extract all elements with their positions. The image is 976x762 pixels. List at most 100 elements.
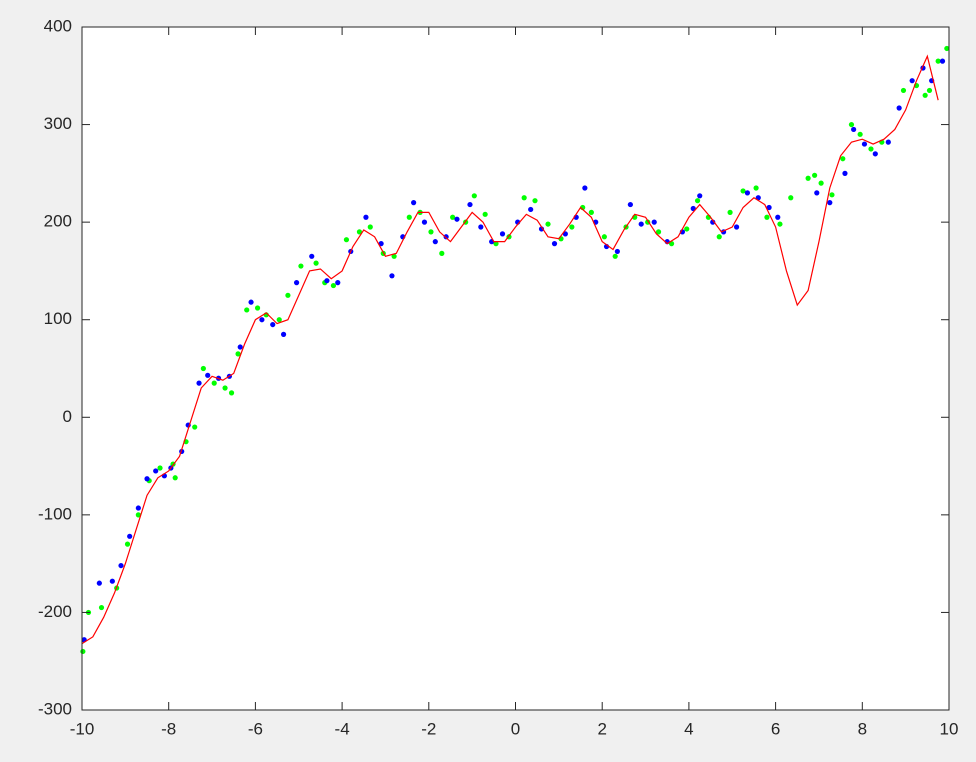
x-tick-label: 6	[771, 719, 780, 738]
data-point	[812, 172, 818, 178]
data-point	[157, 465, 163, 471]
data-point	[744, 190, 751, 196]
data-point	[211, 380, 217, 386]
plot	[80, 45, 950, 655]
data-point	[612, 253, 618, 259]
data-point	[153, 468, 159, 474]
data-point	[270, 321, 276, 328]
data-point	[727, 209, 733, 215]
data-point	[872, 151, 878, 157]
data-point	[235, 351, 241, 357]
plot-area	[82, 27, 949, 710]
data-point	[926, 87, 933, 94]
data-point	[172, 475, 178, 481]
data-point	[343, 237, 350, 243]
data-point	[330, 282, 337, 289]
data-point	[205, 372, 211, 378]
data-point	[228, 390, 235, 396]
data-point	[944, 45, 950, 52]
x-tick-label: 2	[597, 719, 606, 738]
data-point	[309, 253, 315, 259]
data-point	[280, 331, 287, 337]
data-point	[222, 385, 228, 391]
data-point	[655, 229, 662, 235]
data-point	[818, 180, 824, 186]
data-point	[313, 260, 319, 266]
data-point	[551, 241, 558, 247]
data-point	[829, 192, 835, 198]
data-point	[499, 231, 506, 237]
x-tick-label: 8	[858, 719, 867, 738]
data-point	[124, 541, 131, 547]
data-point	[428, 229, 434, 235]
data-point	[378, 241, 384, 247]
data-point	[135, 512, 141, 518]
data-point	[694, 198, 701, 204]
data-point	[851, 126, 857, 133]
data-point	[710, 219, 716, 225]
data-point	[777, 221, 783, 227]
data-point	[638, 221, 644, 227]
data-point	[356, 229, 363, 235]
x-tick-label: -2	[421, 719, 436, 738]
data-point	[200, 365, 206, 372]
data-point	[545, 221, 551, 227]
data-point	[775, 214, 781, 220]
data-point	[684, 226, 690, 232]
data-point	[627, 201, 633, 208]
data-point	[411, 200, 417, 206]
data-point	[922, 92, 928, 98]
x-tick-label: 4	[684, 719, 693, 738]
data-point	[868, 146, 874, 152]
data-point	[471, 193, 477, 199]
data-point	[848, 121, 855, 128]
data-point	[885, 139, 891, 145]
data-point	[482, 211, 488, 217]
fit-line	[81, 54, 939, 645]
data-point	[248, 299, 254, 305]
data-point	[601, 234, 607, 240]
data-point	[788, 195, 794, 201]
data-point	[569, 224, 575, 230]
data-point	[298, 263, 304, 269]
data-point	[389, 273, 395, 279]
data-point	[285, 292, 291, 298]
data-point	[896, 105, 902, 111]
x-tick-label: -6	[248, 719, 263, 738]
data-point	[367, 224, 373, 230]
data-point	[840, 156, 846, 162]
data-point	[582, 185, 588, 191]
data-point	[935, 58, 941, 64]
y-tick-label: 200	[44, 212, 72, 231]
data-point	[939, 58, 946, 64]
data-point	[259, 317, 265, 323]
x-tick-label: -4	[335, 719, 350, 738]
data-point	[842, 170, 848, 176]
data-point	[716, 234, 722, 240]
data-point	[478, 224, 484, 230]
data-point	[80, 648, 86, 655]
data-point	[135, 505, 141, 511]
data-point	[363, 214, 369, 220]
data-point	[324, 278, 330, 284]
x-tick-label: 10	[940, 719, 959, 738]
data-point	[118, 562, 124, 569]
data-point	[493, 241, 499, 247]
data-point	[532, 198, 538, 204]
y-tick-label: -100	[38, 504, 72, 523]
y-tick-label: 300	[44, 114, 72, 133]
y-tick-label: -300	[38, 699, 72, 718]
data-point	[98, 604, 105, 611]
y-tick-label: 100	[44, 309, 72, 328]
data-point	[521, 195, 527, 201]
data-point	[96, 580, 102, 586]
data-point	[237, 344, 243, 350]
data-point	[406, 214, 412, 220]
data-point	[909, 78, 915, 84]
data-point	[144, 476, 150, 482]
data-point	[528, 206, 534, 213]
y-tick-label: 0	[63, 407, 72, 426]
data-point	[764, 214, 770, 220]
